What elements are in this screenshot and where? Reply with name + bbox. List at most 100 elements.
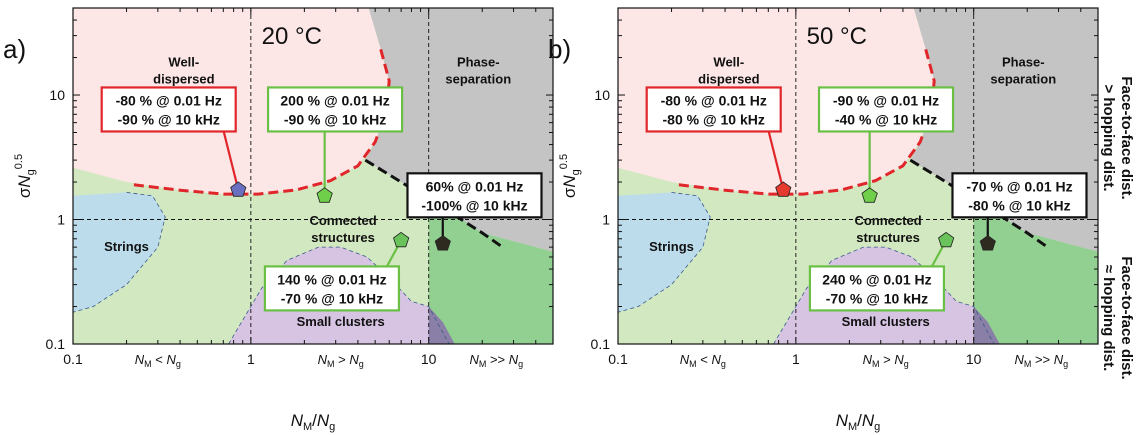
strings-region (618, 192, 711, 313)
x-tick-label: 10 (421, 351, 437, 367)
small-clusters-callout-box (263, 265, 401, 312)
regime-label: NM >> Ng (1014, 352, 1068, 369)
well-dispersed-callout: -80 % @ 0.01 Hz -90 % @ 10 kHz (100, 86, 237, 133)
region-label: Connected structures (854, 213, 921, 245)
strings-boundary (618, 192, 711, 313)
panel-a: 0.1 1 10 0.1 1 10 NM/Ng σNg0.5 NM < Ng NM > Ng NM … (3, 7, 554, 433)
phase-separation-callout-box (406, 172, 543, 219)
connected-point (316, 187, 333, 203)
phase-separation-point (434, 235, 451, 251)
axes-frame (617, 7, 1099, 345)
region-label: Small clusters (842, 314, 930, 329)
small-clusters-point (938, 231, 955, 248)
panel-label: a) (3, 34, 26, 64)
ticks (72, 7, 554, 345)
y-tick-label: 10 (594, 87, 610, 103)
phase-separation-callout-line: 60% @ 0.01 Hz (426, 178, 524, 194)
phase-separation-callout: -70 % @ 0.01 Hz -80 % @ 10 kHz (951, 172, 1088, 219)
small-clusters-callout-line: 140 % @ 0.01 Hz (277, 271, 386, 287)
strings-region (73, 192, 166, 313)
y-tick-label: 0.1 (591, 336, 611, 352)
phase-separation-callout-line: -80 % @ 10 kHz (968, 197, 1070, 213)
phase-separation-callout-box (951, 172, 1088, 219)
phase-separation-boundary (909, 158, 1049, 249)
x-tick-label: 10 (966, 351, 982, 367)
region-label: Strings (649, 239, 694, 254)
y-tick-label: 10 (49, 87, 65, 103)
region-label: Phase-separation (990, 54, 1056, 86)
x-tick-label: 0.1 (63, 351, 83, 367)
region-label: Small clusters (297, 314, 385, 329)
small-clusters-callout: 140 % @ 0.01 Hz -70 % @ 10 kHz (263, 265, 401, 312)
connected-callout: 200 % @ 0.01 Hz -90 % @ 10 kHz (266, 86, 404, 133)
cluster-dense-overlap-region (973, 306, 1000, 344)
connected-callout-box (817, 86, 955, 133)
panel-b: 0.1 1 10 0.1 1 10 NM/Ng σNg0.5 NM < Ng NM > Ng NM … (548, 7, 1099, 433)
x-tick-label: 1 (792, 351, 800, 367)
y-tick-label: 0.1 (46, 336, 66, 352)
region-label: Connected structures (309, 213, 376, 245)
small-clusters-point (393, 231, 410, 248)
connected-callout-line: -40 % @ 10 kHz (835, 111, 937, 127)
regime-label: NM < Ng (135, 352, 181, 369)
axes-frame (72, 7, 554, 345)
phase-separation-callout: 60% @ 0.01 Hz -100% @ 10 kHz (406, 172, 543, 219)
lower-right-label-line1: Face-to-face dist. (1118, 256, 1135, 379)
small-clusters-callout-line: -70 % @ 10 kHz (281, 290, 383, 306)
small-clusters-callout-line: 240 % @ 0.01 Hz (822, 271, 931, 287)
x-axis-title: NM/Ng (291, 411, 336, 433)
dense-connected-region (973, 207, 1098, 344)
temperature-label: 20 °C (262, 23, 322, 50)
regime-label: NM > Ng (863, 352, 909, 369)
well-dispersed-point (775, 181, 792, 197)
panel-label: b) (548, 34, 571, 64)
well-dispersed-callout-connector (222, 131, 240, 191)
well-dispersed-point (230, 181, 247, 197)
connected-callout-line: -90 % @ 0.01 Hz (833, 92, 939, 108)
well-dispersed-callout-connector (767, 131, 785, 191)
dense-connected-region (428, 207, 553, 344)
well-dispersed-callout-box (100, 86, 237, 133)
phase-separation-callout-line: -70 % @ 0.01 Hz (966, 178, 1072, 194)
ticks (617, 7, 1099, 345)
connected-callout: -90 % @ 0.01 Hz -40 % @ 10 kHz (817, 86, 955, 133)
region-label: Well-dispersed (698, 54, 759, 86)
connected-callout-box (266, 86, 404, 133)
y-axis-title: σNg0.5 (13, 154, 37, 198)
y-tick-label: 1 (602, 212, 610, 228)
lower-right-label-line2: ≈ hopping dist. (1100, 265, 1117, 372)
y-tick-label: 1 (57, 212, 65, 228)
regime-label: NM >> Ng (469, 352, 523, 369)
upper-right-label-line1: Face-to-face dist. (1118, 76, 1135, 199)
y-axis-title: σNg0.5 (558, 154, 582, 198)
connected-point (861, 187, 878, 203)
regime-label: NM > Ng (318, 352, 364, 369)
well-dispersed-callout-line: -80 % @ 0.01 Hz (661, 92, 767, 108)
cluster-dense-overlap-region (428, 306, 455, 344)
region-label: Strings (104, 239, 149, 254)
well-dispersed-callout-box (645, 86, 782, 133)
connected-callout-line: -90 % @ 10 kHz (284, 111, 386, 127)
x-tick-label: 1 (247, 351, 255, 367)
upper-right-label-line2: > hopping dist. (1100, 84, 1117, 191)
region-label: Well-dispersed (153, 54, 214, 86)
phase-separation-callout-line: -100% @ 10 kHz (421, 197, 527, 213)
phase-separation-point (979, 235, 996, 251)
well-dispersed-callout: -80 % @ 0.01 Hz -80 % @ 10 kHz (645, 86, 782, 133)
connected-callout-line: 200 % @ 0.01 Hz (280, 92, 389, 108)
x-axis-title: NM/Ng (836, 411, 881, 433)
strings-boundary (73, 192, 166, 313)
small-clusters-callout-box (808, 265, 946, 312)
temperature-label: 50 °C (807, 23, 867, 50)
x-tick-label: 0.1 (608, 351, 628, 367)
well-dispersed-callout-line: -80 % @ 10 kHz (663, 111, 765, 127)
small-clusters-callout: 240 % @ 0.01 Hz -70 % @ 10 kHz (808, 265, 946, 312)
region-label: Phase-separation (445, 54, 511, 86)
phase-separation-boundary (364, 158, 504, 249)
regime-label: NM < Ng (680, 352, 726, 369)
right-side-labels: Face-to-face dist. > hopping dist. Face-… (1100, 76, 1135, 379)
small-clusters-callout-line: -70 % @ 10 kHz (826, 290, 928, 306)
well-dispersed-callout-line: -80 % @ 0.01 Hz (116, 92, 222, 108)
well-dispersed-callout-line: -90 % @ 10 kHz (118, 111, 220, 127)
